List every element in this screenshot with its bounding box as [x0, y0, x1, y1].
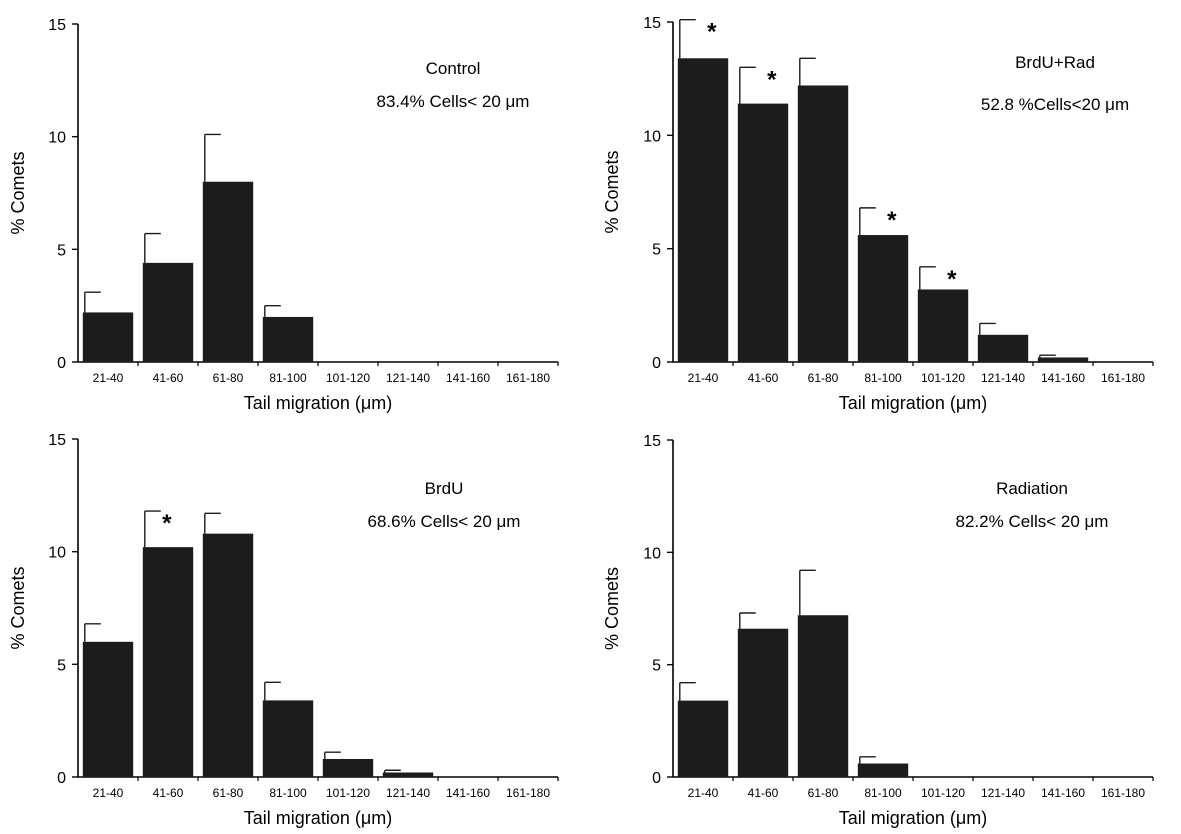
- x-tick-label: 161-180: [1101, 786, 1145, 800]
- bar-81-100: [857, 763, 909, 777]
- significance-marker: *: [887, 207, 897, 234]
- y-tick-label: 0: [652, 770, 661, 787]
- panel-label: BrdU+Rad: [1015, 53, 1095, 72]
- y-tick-label: 5: [57, 657, 66, 674]
- panel-stat-label: 68.6% Cells< 20 μm: [368, 512, 521, 531]
- x-tick-label: 41-60: [748, 786, 779, 800]
- x-tick-label: 81-100: [864, 786, 902, 800]
- y-axis-title: % Comets: [8, 151, 28, 234]
- x-tick-label: 121-140: [386, 786, 430, 800]
- panel-stat-label: 82.2% Cells< 20 μm: [956, 512, 1109, 531]
- x-tick-label: 141-160: [1041, 786, 1085, 800]
- bar-61-80: [202, 533, 254, 777]
- y-tick-label: 5: [652, 242, 661, 259]
- x-tick-label: 141-160: [446, 371, 490, 385]
- x-tick-label: 101-120: [326, 786, 370, 800]
- x-tick-label: 121-140: [386, 371, 430, 385]
- chart-panel-4: 0 5 10 15 21-40 41-60 61-80 81-100 101-120 121-14…: [602, 433, 1154, 828]
- y-tick-label: 15: [48, 432, 66, 449]
- y-tick-label: 15: [643, 15, 661, 32]
- bar-81-100: [262, 700, 314, 777]
- chart-panel-1: 0 5 10 15 21-40 41-60 61-80 81-100 101-120 121-14…: [8, 17, 559, 413]
- x-axis-title: Tail migration (μm): [839, 393, 987, 413]
- y-tick-label: 15: [48, 17, 66, 34]
- x-tick-label: 141-160: [1041, 371, 1085, 385]
- bar-21-40: [677, 700, 729, 777]
- bar-121-140: [977, 334, 1029, 362]
- x-tick-label: 21-40: [93, 371, 124, 385]
- y-tick-label: 0: [652, 355, 661, 372]
- panel-stat-label: 83.4% Cells< 20 μm: [377, 92, 530, 111]
- x-tick-label: 41-60: [748, 371, 779, 385]
- bar-41-60: [142, 547, 194, 777]
- y-tick-label: 5: [57, 242, 66, 259]
- x-tick-label: 61-80: [808, 786, 839, 800]
- x-tick-label: 61-80: [808, 371, 839, 385]
- bar-61-80: [202, 181, 254, 362]
- bar-101-120: [917, 289, 969, 362]
- x-tick-label: 41-60: [153, 786, 184, 800]
- x-tick-label: 161-180: [1101, 371, 1145, 385]
- y-axis-title: % Comets: [8, 566, 28, 649]
- x-tick-label: 101-120: [326, 371, 370, 385]
- y-tick-label: 10: [643, 128, 661, 145]
- panel-label: Radiation: [996, 479, 1068, 498]
- x-tick-label: 61-80: [213, 371, 244, 385]
- x-tick-label: 101-120: [921, 371, 965, 385]
- x-tick-label: 81-100: [269, 371, 307, 385]
- x-tick-label: 21-40: [688, 371, 719, 385]
- significance-marker: *: [707, 19, 717, 46]
- bar-101-120: [322, 758, 374, 777]
- bar-61-80: [797, 615, 849, 777]
- y-tick-label: 10: [643, 545, 661, 562]
- bar-81-100: [262, 316, 314, 362]
- chart-panel-2: 0 5 10 15 * 21-40 * 41-60 61-80 * 81-100 * 101-120 12…: [602, 15, 1154, 413]
- bar-41-60: [737, 103, 789, 362]
- panel-stat-label: 52.8 %Cells<20 μm: [981, 95, 1129, 114]
- panel-label: Control: [426, 59, 481, 78]
- significance-marker: *: [162, 510, 172, 537]
- x-tick-label: 61-80: [213, 786, 244, 800]
- bar-21-40: [82, 641, 134, 777]
- y-tick-label: 5: [652, 658, 661, 675]
- y-tick-label: 10: [48, 545, 66, 562]
- x-tick-label: 21-40: [688, 786, 719, 800]
- y-tick-label: 15: [643, 433, 661, 450]
- x-tick-label: 81-100: [864, 371, 902, 385]
- x-axis-title: Tail migration (μm): [839, 808, 987, 828]
- bar-41-60: [142, 262, 194, 362]
- bar-21-40: [82, 312, 134, 362]
- x-tick-label: 101-120: [921, 786, 965, 800]
- y-tick-label: 10: [48, 130, 66, 147]
- x-tick-label: 21-40: [93, 786, 124, 800]
- chart-panel-3: 0 5 10 15 21-40 * 41-60 61-80 81-100 101-120 121-1…: [8, 432, 559, 828]
- bar-61-80: [797, 85, 849, 362]
- x-tick-label: 121-140: [981, 371, 1025, 385]
- x-tick-label: 161-180: [506, 371, 550, 385]
- y-tick-label: 0: [57, 355, 66, 372]
- significance-marker: *: [947, 266, 957, 293]
- x-tick-label: 121-140: [981, 786, 1025, 800]
- significance-marker: *: [767, 66, 777, 93]
- panel-label: BrdU: [425, 479, 464, 498]
- bar-141-160: [1037, 357, 1089, 362]
- x-axis-title: Tail migration (μm): [244, 393, 392, 413]
- x-tick-label: 161-180: [506, 786, 550, 800]
- bar-121-140: [382, 772, 434, 777]
- y-axis-title: % Comets: [602, 150, 622, 233]
- x-axis-title: Tail migration (μm): [244, 808, 392, 828]
- bar-21-40: [677, 58, 729, 363]
- x-tick-label: 81-100: [269, 786, 307, 800]
- x-tick-label: 41-60: [153, 371, 184, 385]
- y-tick-label: 0: [57, 770, 66, 787]
- y-axis-title: % Comets: [602, 567, 622, 650]
- x-tick-label: 141-160: [446, 786, 490, 800]
- bar-81-100: [857, 235, 909, 362]
- bar-41-60: [737, 628, 789, 777]
